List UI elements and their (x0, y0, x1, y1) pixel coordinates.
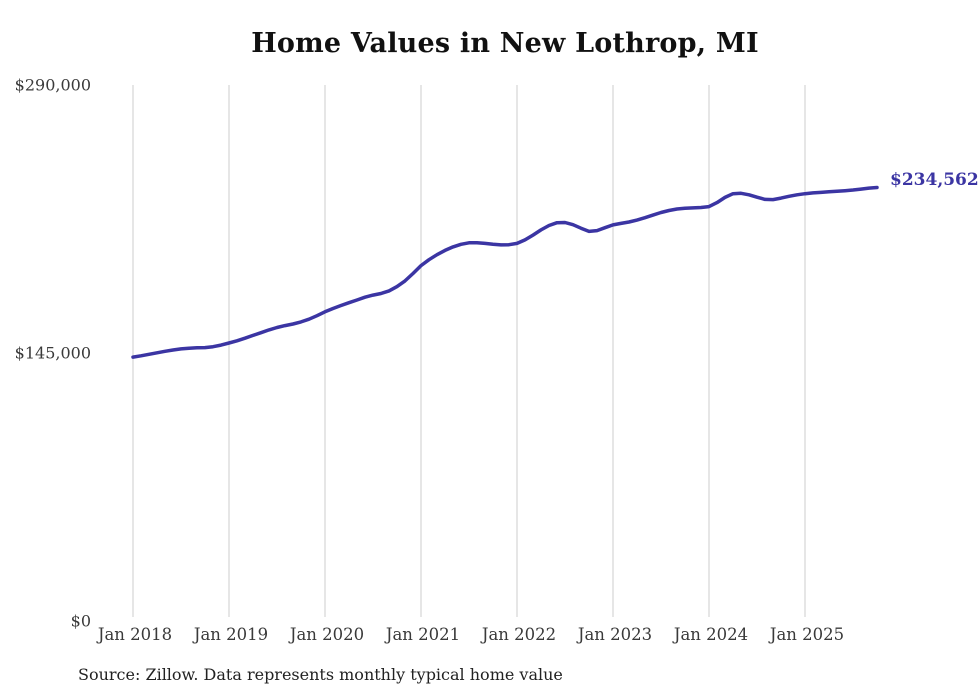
y-axis-tick-label: $145,000 (15, 344, 91, 363)
y-axis-labels: $0 $145,000 $290,000 (15, 76, 91, 631)
x-axis-tick-label: Jan 2022 (480, 625, 556, 644)
x-axis-tick-label: Jan 2024 (672, 625, 748, 644)
latest-value-label: $234,562 (890, 170, 979, 191)
x-axis-tick-label: Jan 2019 (192, 625, 268, 644)
chart-title: Home Values in New Lothrop, MI (251, 28, 759, 59)
x-axis-tick-label: Jan 2021 (384, 625, 460, 644)
y-axis-tick-label: $0 (71, 612, 91, 631)
source-note: Source: Zillow. Data represents monthly … (78, 665, 563, 684)
x-axis-tick-label: Jan 2023 (576, 625, 652, 644)
gridlines-group (132, 85, 806, 617)
x-axis-tick-label: Jan 2020 (288, 625, 364, 644)
x-axis-tick-label: Jan 2018 (96, 625, 172, 644)
x-axis-labels: Jan 2018 Jan 2019 Jan 2020 Jan 2021 Jan 2022… (96, 625, 844, 644)
home-value-line (131, 185, 879, 359)
x-axis-tick-label: Jan 2025 (768, 625, 844, 644)
y-axis-tick-label: $290,000 (15, 76, 91, 95)
